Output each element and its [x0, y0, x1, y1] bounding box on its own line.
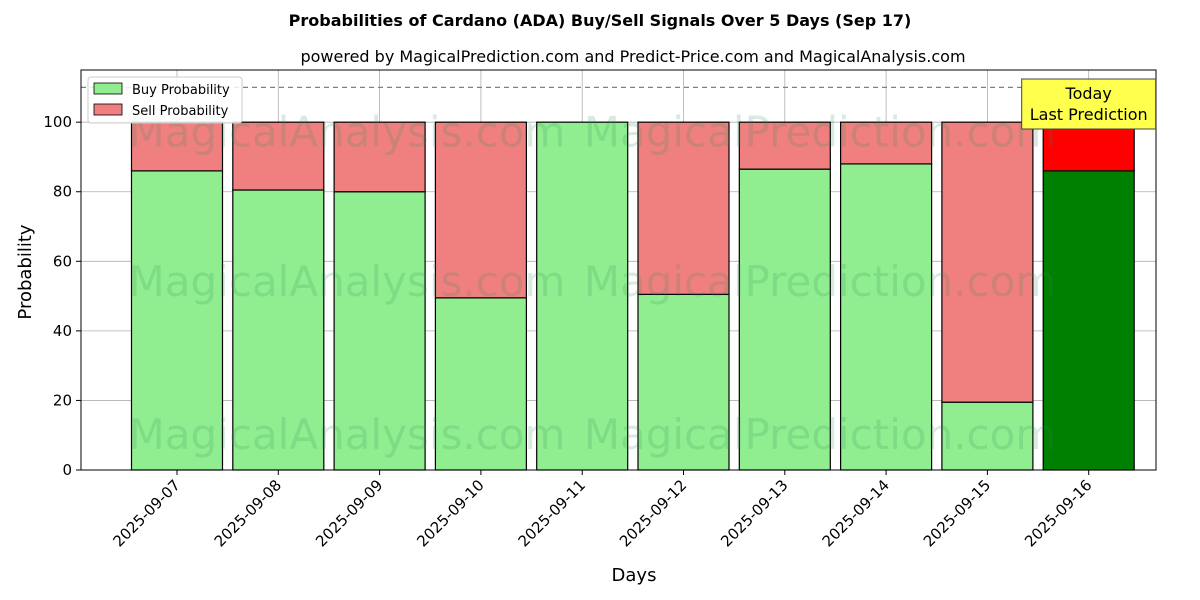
bar-sell	[130, 121, 224, 172]
annotation-line2: Last Prediction	[1030, 105, 1148, 124]
legend-label-buy: Buy Probability	[132, 83, 230, 98]
legend-swatch-buy	[93, 82, 123, 95]
bar-sell	[434, 121, 527, 299]
bar-sell	[941, 121, 1034, 403]
bar-buy	[434, 297, 527, 471]
chart-subtitle: powered by MagicalPrediction.com and Pre…	[300, 47, 965, 66]
legend-label-sell: Sell Probability	[132, 104, 229, 119]
y-tick-label: 100	[43, 113, 72, 131]
bar-buy	[536, 121, 629, 471]
bar-sell	[1042, 121, 1135, 172]
legend: Buy Probability Sell Probability	[87, 76, 243, 124]
x-tick-label: 2025-09-07	[109, 476, 183, 550]
bar-buy	[839, 163, 933, 471]
x-tick-label: 2025-09-10	[413, 476, 487, 550]
y-tick-label: 20	[53, 391, 72, 409]
y-tick-label: 40	[53, 322, 72, 340]
watermarks: MagicalAnalysis.com MagicalPrediction.com…	[129, 108, 1057, 460]
watermark-text: MagicalPrediction.com	[584, 410, 1057, 459]
bar-sell	[333, 121, 426, 193]
y-axis-label: Probability	[15, 224, 36, 319]
x-tick-label: 2025-09-16	[1021, 476, 1095, 550]
bar-buy	[130, 170, 224, 471]
bar-sell	[637, 121, 730, 295]
legend-swatch-sell	[93, 103, 123, 116]
y-tick-label: 0	[62, 461, 72, 479]
bar-buy	[637, 293, 730, 471]
today-annotation: Today Last Prediction	[1021, 78, 1157, 130]
bar-sell	[232, 121, 325, 191]
y-tick-label: 80	[53, 183, 72, 201]
x-axis-label: Days	[612, 565, 657, 586]
watermark-text: MagicalPrediction.com	[584, 257, 1057, 306]
x-tick-label: 2025-09-14	[819, 476, 893, 550]
x-tick-label: 2025-09-12	[616, 476, 690, 550]
chart-title: Probabilities of Cardano (ADA) Buy/Sell …	[289, 11, 912, 30]
bar-buy	[1042, 170, 1135, 471]
x-tick-label: 2025-09-11	[515, 476, 589, 550]
bar-sell	[839, 121, 933, 165]
watermark-text: MagicalAnalysis.com	[129, 410, 566, 459]
x-tick-label: 2025-09-09	[312, 476, 386, 550]
legend-box	[87, 76, 243, 124]
bar-buy	[941, 401, 1034, 471]
annotation-box	[1021, 78, 1157, 130]
x-tick-label: 2025-09-15	[920, 476, 994, 550]
x-tick-label: 2025-09-08	[211, 476, 285, 550]
x-tick-label: 2025-09-13	[717, 476, 791, 550]
y-tick-label: 60	[53, 252, 72, 270]
watermark-text: MagicalAnalysis.com	[129, 257, 566, 306]
watermark-text: MagicalPrediction.com	[584, 108, 1057, 157]
bar-sell	[738, 121, 831, 170]
annotation-line1: Today	[1065, 84, 1112, 103]
bars	[130, 121, 1135, 471]
bar-buy	[333, 191, 426, 471]
bar-buy	[738, 168, 831, 471]
plot-frame	[80, 69, 1157, 471]
